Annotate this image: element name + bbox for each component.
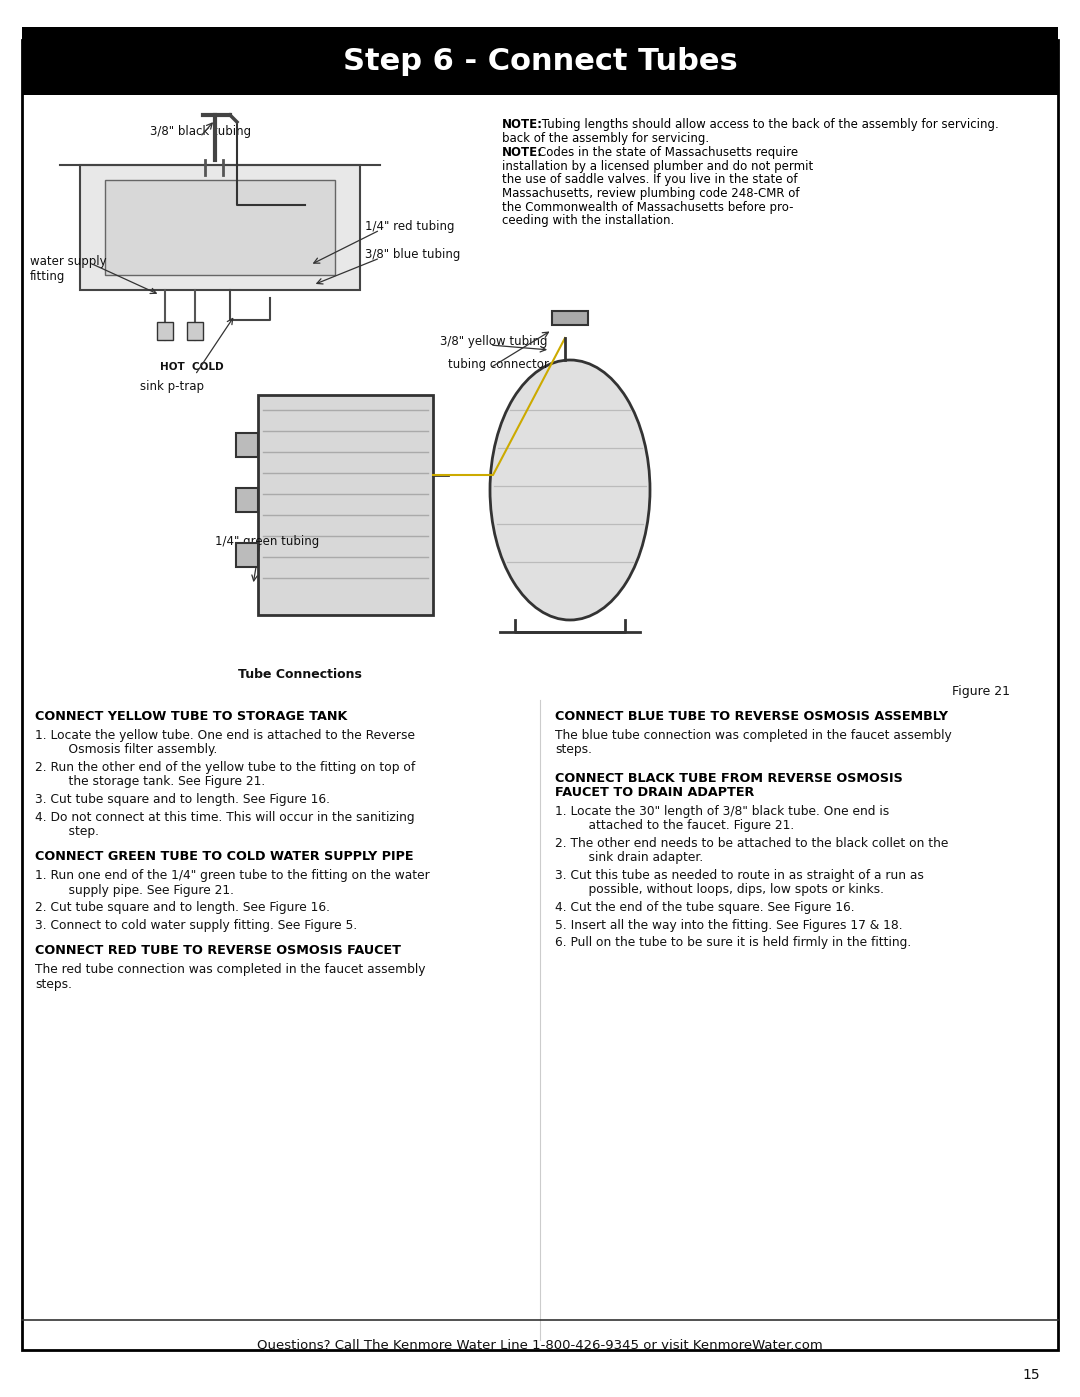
Text: CONNECT BLUE TUBE TO REVERSE OSMOSIS ASSEMBLY: CONNECT BLUE TUBE TO REVERSE OSMOSIS ASS… [555,710,948,724]
Text: CONNECT BLACK TUBE FROM REVERSE OSMOSIS: CONNECT BLACK TUBE FROM REVERSE OSMOSIS [555,773,903,785]
Bar [22,27,1058,95]
Bar [258,395,433,615]
Text: NOTE:: NOTE: [502,147,543,159]
Text: 1. Run one end of the 1/4" green tube to the fitting on the water: 1. Run one end of the 1/4" green tube to… [35,869,430,883]
Text: 4. Do not connect at this time. This will occur in the sanitizing: 4. Do not connect at this time. This wil… [35,810,415,823]
Text: Figure 21: Figure 21 [951,685,1010,698]
Text: 2. Run the other end of the yellow tube to the fitting on top of: 2. Run the other end of the yellow tube … [35,761,415,774]
Text: The red tube connection was completed in the faucet assembly: The red tube connection was completed in… [35,964,426,977]
Text: 2. Cut tube square and to length. See Figure 16.: 2. Cut tube square and to length. See Fi… [35,901,330,915]
Text: installation by a licensed plumber and do not permit: installation by a licensed plumber and d… [502,161,813,173]
Bar [80,165,360,291]
Text: Questions? Call The Kenmore Water Line 1-800-426-9345 or visit KenmoreWater.com: Questions? Call The Kenmore Water Line 1… [257,1338,823,1351]
Text: CONNECT YELLOW TUBE TO STORAGE TANK: CONNECT YELLOW TUBE TO STORAGE TANK [35,710,348,724]
Text: 1. Locate the 30" length of 3/8" black tube. One end is: 1. Locate the 30" length of 3/8" black t… [555,805,889,819]
Text: Osmosis filter assembly.: Osmosis filter assembly. [53,743,217,757]
Text: 4. Cut the end of the tube square. See Figure 16.: 4. Cut the end of the tube square. See F… [555,901,854,914]
Bar [187,321,203,339]
Text: supply pipe. See Figure 21.: supply pipe. See Figure 21. [53,884,234,897]
Text: 6. Pull on the tube to be sure it is held firmly in the fitting.: 6. Pull on the tube to be sure it is hel… [555,936,912,949]
Text: FAUCET TO DRAIN ADAPTER: FAUCET TO DRAIN ADAPTER [555,787,754,799]
Text: 1. Locate the yellow tube. One end is attached to the Reverse: 1. Locate the yellow tube. One end is at… [35,729,415,742]
Text: Step 6 - Connect Tubes: Step 6 - Connect Tubes [342,47,738,77]
Text: Codes in the state of Massachusetts require: Codes in the state of Massachusetts requ… [538,147,798,159]
Text: water supply
fitting: water supply fitting [30,256,107,284]
Text: 5. Insert all the way into the fitting. See Figures 17 & 18.: 5. Insert all the way into the fitting. … [555,918,903,932]
Text: step.: step. [53,826,99,838]
Text: 3. Cut this tube as needed to route in as straight of a run as: 3. Cut this tube as needed to route in a… [555,869,923,882]
Bar [237,488,258,511]
Text: NOTE:: NOTE: [502,117,543,131]
Text: HOT  COLD: HOT COLD [160,362,224,372]
Text: the use of saddle valves. If you live in the state of: the use of saddle valves. If you live in… [502,173,797,187]
Text: the Commonwealth of Massachusetts before pro-: the Commonwealth of Massachusetts before… [502,201,794,214]
Text: 15: 15 [1023,1368,1040,1382]
Text: sink drain adapter.: sink drain adapter. [573,852,703,865]
Text: 1/4" green tubing: 1/4" green tubing [215,535,320,548]
Text: possible, without loops, dips, low spots or kinks.: possible, without loops, dips, low spots… [573,883,885,897]
Text: Massachusetts, review plumbing code 248-CMR of: Massachusetts, review plumbing code 248-… [502,187,799,200]
Bar [157,321,173,339]
Text: 2. The other end needs to be attached to the black collet on the: 2. The other end needs to be attached to… [555,837,948,849]
Text: 3. Connect to cold water supply fitting. See Figure 5.: 3. Connect to cold water supply fitting.… [35,919,357,932]
Text: CONNECT GREEN TUBE TO COLD WATER SUPPLY PIPE: CONNECT GREEN TUBE TO COLD WATER SUPPLY … [35,851,414,863]
Text: The blue tube connection was completed in the faucet assembly: The blue tube connection was completed i… [555,729,951,742]
Bar [105,180,335,275]
Text: 3. Cut tube square and to length. See Figure 16.: 3. Cut tube square and to length. See Fi… [35,793,330,806]
Text: CONNECT RED TUBE TO REVERSE OSMOSIS FAUCET: CONNECT RED TUBE TO REVERSE OSMOSIS FAUC… [35,944,401,957]
Bar [237,543,258,567]
Text: 1/4" red tubing: 1/4" red tubing [365,219,455,233]
Bar [552,312,588,326]
Text: Tubing lengths should allow access to the back of the assembly for servicing.: Tubing lengths should allow access to th… [538,117,999,131]
Text: sink p-trap: sink p-trap [140,380,204,393]
Text: attached to the faucet. Figure 21.: attached to the faucet. Figure 21. [573,820,794,833]
Text: tubing connector: tubing connector [448,358,549,372]
Bar [237,433,258,457]
Ellipse shape [490,360,650,620]
Text: 3/8" black tubing: 3/8" black tubing [150,124,252,138]
Text: 3/8" blue tubing: 3/8" blue tubing [365,249,460,261]
Text: the storage tank. See Figure 21.: the storage tank. See Figure 21. [53,775,266,788]
Text: 3/8" yellow tubing: 3/8" yellow tubing [440,335,548,348]
Text: back of the assembly for servicing.: back of the assembly for servicing. [502,131,710,145]
Text: Tube Connections: Tube Connections [238,668,362,680]
Text: steps.: steps. [555,743,592,757]
Text: ceeding with the installation.: ceeding with the installation. [502,214,674,226]
Text: steps.: steps. [35,978,72,990]
